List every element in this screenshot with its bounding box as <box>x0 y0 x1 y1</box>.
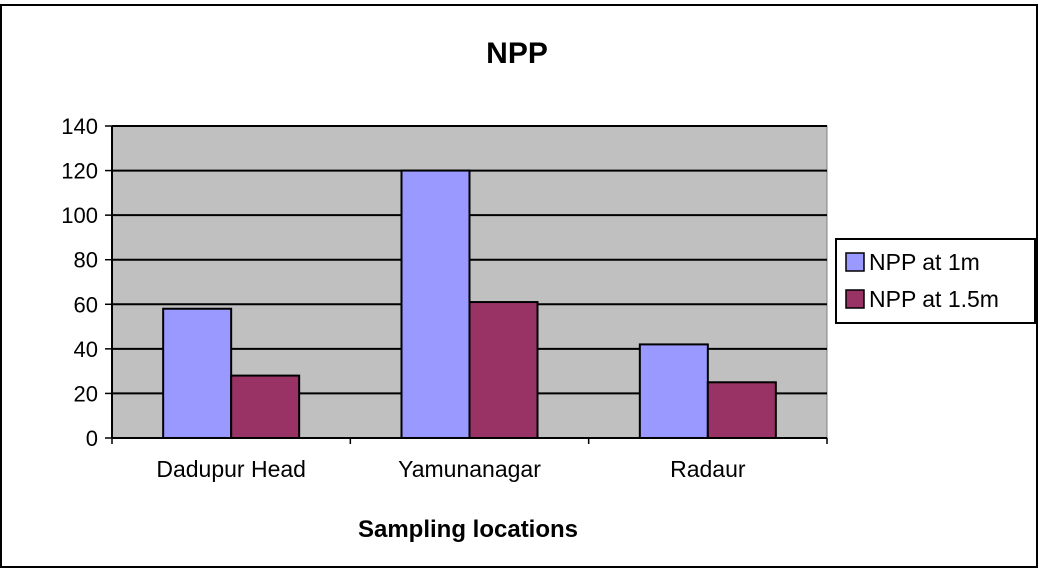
x-axis-label: Sampling locations <box>358 516 578 543</box>
y-tick-label: 20 <box>74 381 98 406</box>
y-tick-label: 60 <box>74 292 98 317</box>
legend-swatch <box>845 289 865 309</box>
chart-title: NPP <box>486 37 548 70</box>
bar-npp-1-5m <box>230 374 301 440</box>
bar-npp-1m <box>162 307 233 439</box>
legend: NPP at 1m NPP at 1.5m <box>835 238 1036 324</box>
legend-box <box>835 238 1036 324</box>
legend-label: NPP at 1m <box>869 249 980 275</box>
legend-items: NPP at 1m NPP at 1.5m <box>845 249 999 312</box>
x-category-label: Radaur <box>670 456 746 482</box>
bars <box>162 169 777 440</box>
y-tick-label: 120 <box>61 159 98 184</box>
y-tick-label: 0 <box>86 426 98 451</box>
legend-label: NPP at 1.5m <box>869 286 999 312</box>
axes <box>105 125 828 444</box>
x-category-label: Dadupur Head <box>156 456 306 482</box>
bar-npp-1m <box>400 169 471 439</box>
legend-swatch <box>845 252 865 272</box>
y-tick-label: 100 <box>61 203 98 228</box>
y-tick-label: 40 <box>74 337 98 362</box>
y-tick-labels: 0 20 40 60 80 100 120 140 <box>61 114 98 451</box>
category-labels: Dadupur Head Yamunanagar Radaur <box>156 456 746 482</box>
bar-npp-1-5m <box>468 301 539 439</box>
x-category-label: Yamunanagar <box>398 456 541 482</box>
bar-npp-1-5m <box>706 381 777 439</box>
bar-npp-1m <box>638 343 709 439</box>
y-tick-label: 140 <box>61 114 98 139</box>
y-tick-label: 80 <box>74 248 98 273</box>
